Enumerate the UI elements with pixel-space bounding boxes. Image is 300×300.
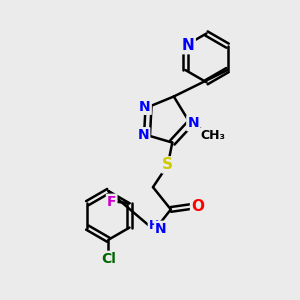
Text: N: N [182,38,195,53]
Text: O: O [191,199,204,214]
Text: N: N [155,222,167,236]
Text: Cl: Cl [101,252,116,266]
Text: CH₃: CH₃ [200,129,226,142]
Text: N: N [187,116,199,130]
Text: F: F [107,195,116,209]
Text: N: N [138,128,149,142]
Text: N: N [139,100,151,114]
Text: H: H [149,219,159,232]
Text: S: S [162,158,173,172]
